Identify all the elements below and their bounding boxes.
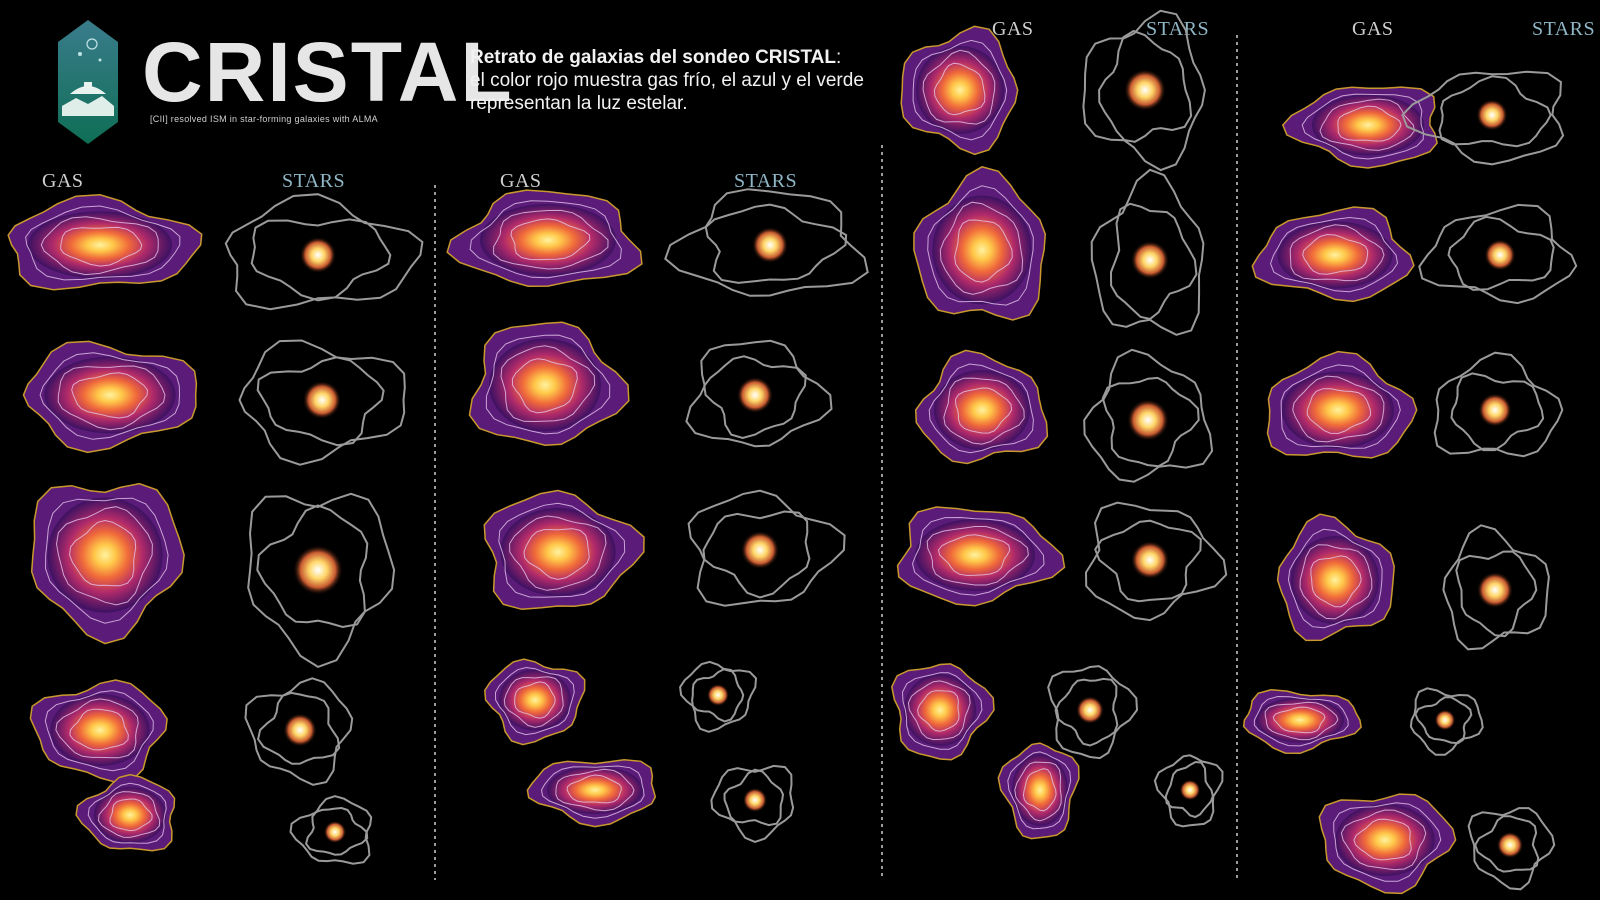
gas-galaxy-14 [896,506,1066,607]
stars-galaxy-21 [1409,687,1484,756]
caption-colon: : [836,47,842,68]
cristal-logo [58,20,118,144]
gas-galaxy-20 [1276,513,1395,642]
stars-galaxy-3 [247,492,396,669]
gas-galaxy-2 [22,340,198,454]
label-stars-col3: STARS [1146,18,1210,40]
gas-galaxy-18 [1251,206,1415,303]
label-gas-col1: GAS [42,170,84,192]
label-stars-col1: STARS [282,170,346,192]
label-stars-col4: STARS [1532,18,1596,40]
gas-galaxy-3 [30,482,185,645]
stars-galaxy-7 [685,339,833,448]
stars-galaxy-11 [1082,9,1206,172]
stars-galaxy-18 [1418,203,1578,305]
stars-galaxy-12 [1090,168,1205,336]
stars-galaxy-6 [664,188,869,297]
gas-galaxy-22 [1318,793,1457,895]
gas-galaxy-17 [1281,86,1438,169]
gas-galaxy-10 [526,759,657,828]
brand-subtitle: [CII] resolved ISM in star-forming galax… [150,114,378,124]
gas-galaxy-8 [483,489,645,611]
gas-galaxy-13 [914,349,1049,465]
gas-galaxy-6 [446,189,643,287]
gas-galaxy-19 [1266,350,1418,459]
caption-bold: Retrato de galaxias del sondeo CRISTAL [470,47,837,68]
column-dividers [434,35,1238,880]
stars-galaxy-20 [1442,524,1550,651]
gas-galaxy-4 [29,679,168,784]
label-gas-col2: GAS [500,170,542,192]
label-gas-col4: GAS [1352,18,1394,40]
caption-rest: el color rojo muestra gas frío, el azul … [470,70,864,114]
gas-galaxy-16 [997,742,1080,840]
gas-galaxy-11 [900,25,1019,156]
stars-galaxy-17 [1401,70,1565,166]
gas-galaxy-12 [913,165,1047,321]
stars-galaxy-16 [1153,754,1224,828]
stars-galaxy-8 [687,489,846,607]
stars-galaxy-2 [238,339,406,466]
stars-galaxy-5 [289,795,373,865]
label-stars-col2: STARS [734,170,798,192]
label-gas-col3: GAS [992,18,1034,40]
gas-galaxy-1 [7,194,203,291]
stars-galaxy-13 [1083,348,1214,483]
gas-galaxy-7 [468,321,630,446]
stars-galaxy-14 [1084,501,1228,622]
stars-galaxy-15 [1047,665,1139,760]
caption: Retrato de galaxias del sondeo CRISTAL: e… [470,46,910,115]
gas-galaxy-5 [75,773,176,852]
gas-galaxy-21 [1242,688,1362,755]
brand-title: CRISTAL [142,25,514,119]
stars-galaxy-9 [679,660,758,733]
stars-galaxy-19 [1433,351,1564,458]
stars-galaxy-22 [1467,807,1556,891]
stars-galaxy-4 [244,677,354,786]
stars-galaxy-10 [710,764,795,843]
stars-galaxy-1 [224,193,424,311]
gas-galaxy-15 [891,663,995,761]
galaxy-thumbnails [7,9,1578,895]
gas-galaxy-9 [484,658,586,746]
